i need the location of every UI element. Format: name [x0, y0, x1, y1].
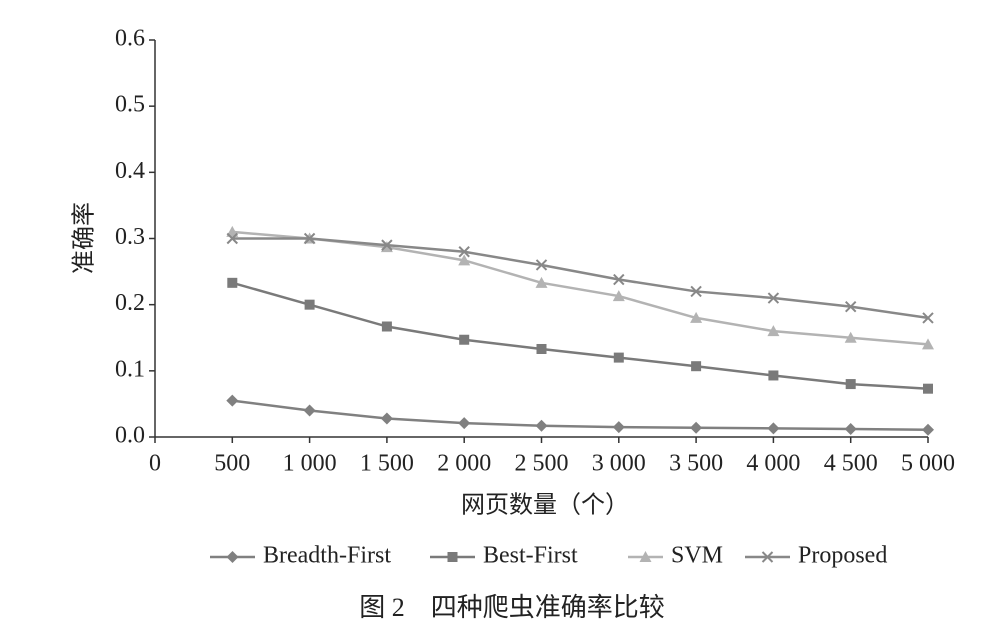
data-point: [612, 421, 625, 434]
data-point: [767, 422, 780, 435]
series-line: [231, 281, 929, 390]
data-point: [458, 246, 470, 258]
data-point: [613, 273, 625, 286]
x-tick-label: 4 500: [824, 451, 878, 477]
x-tick-label: 500: [214, 451, 250, 477]
y-tick-label: 0.4: [115, 158, 145, 184]
legend-label: Breadth-First: [263, 543, 391, 569]
data-point: [768, 370, 779, 381]
data-point: [613, 352, 624, 363]
x-tick-label: 0: [149, 451, 161, 477]
data-point: [922, 423, 934, 436]
data-point: [691, 361, 702, 372]
series-line: [232, 230, 929, 346]
x-tick-label: 1 500: [360, 451, 414, 477]
series-line: [232, 237, 929, 320]
data-point: [922, 338, 934, 350]
data-point: [226, 394, 239, 407]
legend-marker: [226, 551, 239, 563]
data-point: [612, 290, 625, 302]
x-tick-label: 2 000: [437, 451, 491, 477]
data-point: [767, 292, 780, 304]
caption: 图 2 四种爬虫准确率比较: [359, 593, 665, 622]
y-tick-label: 0.0: [115, 423, 145, 449]
x-tick-label: 2 500: [515, 451, 569, 477]
data-point: [458, 254, 471, 266]
legend-label: SVM: [671, 543, 723, 569]
data-point: [690, 421, 703, 434]
data-point: [303, 404, 316, 417]
legend-marker: [447, 552, 458, 562]
x-axis-label: 网页数量（个）: [461, 492, 629, 519]
data-point: [690, 285, 702, 298]
legend-marker: [639, 551, 652, 562]
data-point: [536, 343, 547, 354]
data-point: [922, 312, 934, 324]
y-tick-label: 0.5: [115, 92, 145, 118]
data-point: [381, 321, 392, 332]
data-point: [226, 232, 239, 245]
y-tick-label: 0.6: [115, 26, 145, 52]
x-tick-label: 5 000: [901, 451, 955, 477]
data-point: [535, 259, 548, 271]
y-tick-label: 0.3: [115, 224, 145, 250]
legend-marker: [761, 551, 774, 563]
y-tick-label: 0.1: [115, 356, 145, 382]
x-tick-label: 3 500: [669, 451, 723, 477]
x-tick-label: 1 000: [283, 451, 337, 477]
y-axis-label: 准确率: [71, 202, 98, 274]
data-point: [845, 379, 856, 390]
data-point: [380, 412, 393, 425]
data-point: [535, 419, 548, 432]
data-point: [304, 299, 315, 310]
data-point: [459, 334, 470, 345]
data-point: [381, 239, 393, 251]
legend-label: Best-First: [483, 543, 578, 569]
data-point: [303, 232, 316, 245]
x-tick-label: 3 000: [592, 451, 646, 477]
data-point: [458, 417, 471, 430]
series-line: [232, 399, 929, 431]
data-point: [690, 311, 703, 323]
y-tick-label: 0.2: [115, 290, 145, 316]
data-point: [767, 325, 780, 337]
data-point: [535, 276, 548, 288]
data-point: [923, 383, 933, 394]
data-point: [844, 300, 857, 313]
legend-label: Proposed: [798, 543, 887, 569]
x-tick-label: 4 000: [746, 451, 800, 477]
data-point: [844, 331, 857, 343]
data-point: [227, 277, 238, 288]
data-point: [844, 423, 857, 436]
